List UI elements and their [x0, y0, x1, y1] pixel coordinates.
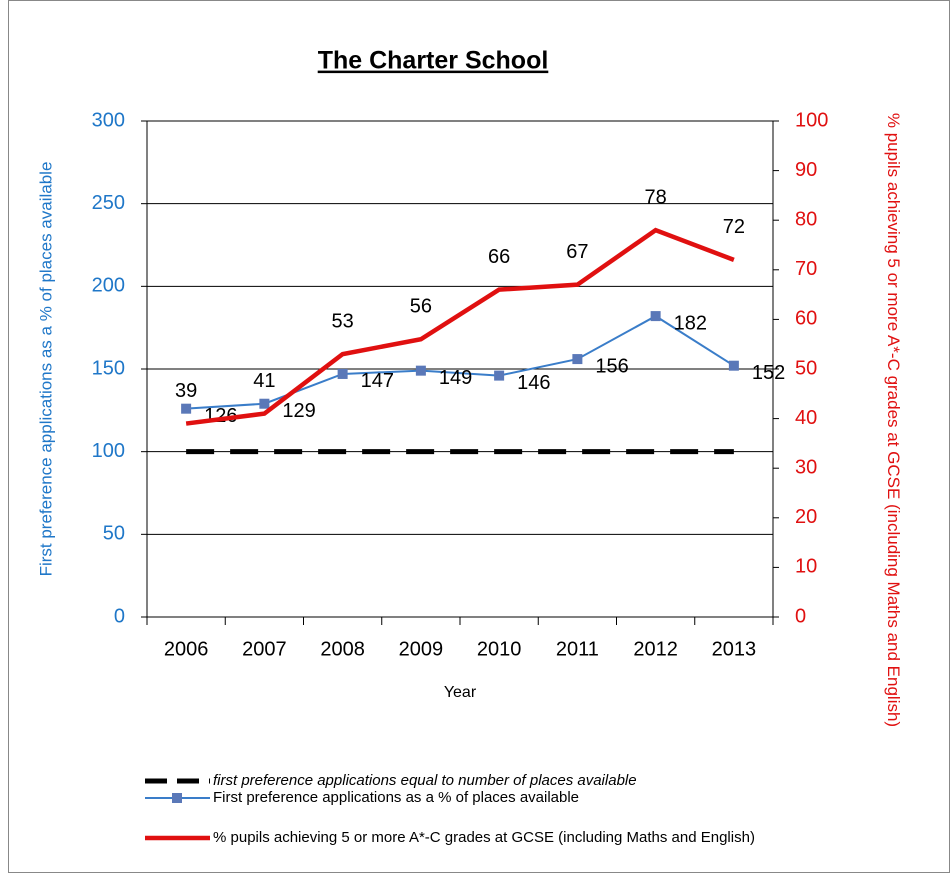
y2-tick-label: 90	[795, 159, 817, 181]
x-tick-label: 2010	[477, 638, 522, 660]
x-tick-label: 2007	[242, 638, 287, 660]
marker	[415, 365, 426, 376]
x-tick-label: 2008	[320, 638, 365, 660]
y-tick-label: 200	[92, 275, 125, 297]
data-label: 129	[282, 400, 315, 422]
y2-tick-label: 20	[795, 506, 817, 528]
marker	[494, 370, 505, 381]
x-tick-label: 2012	[633, 638, 678, 660]
y-tick-label: 300	[92, 109, 125, 131]
y-tick-label: 250	[92, 192, 125, 214]
y2-tick-label: 70	[795, 258, 817, 280]
y2-tick-label: 40	[795, 407, 817, 429]
data-label: 182	[674, 312, 707, 334]
y-tick-label: 150	[92, 357, 125, 379]
y2-tick-label: 80	[795, 208, 817, 230]
x-tick-label: 2006	[164, 638, 209, 660]
x-tick-label: 2013	[712, 638, 757, 660]
marker	[728, 360, 739, 371]
data-label: 149	[439, 367, 472, 389]
data-label: 146	[517, 372, 550, 394]
legend-label: first preference applications equal to n…	[213, 772, 637, 789]
y2-tick-label: 50	[795, 357, 817, 379]
data-label: 67	[566, 241, 588, 263]
data-label: 53	[332, 310, 354, 332]
data-label: 39	[175, 380, 197, 402]
marker	[650, 311, 661, 322]
legend-label: % pupils achieving 5 or more A*-C grades…	[213, 829, 755, 846]
marker	[259, 398, 270, 409]
y2-tick-label: 60	[795, 308, 817, 330]
data-label: 66	[488, 246, 510, 268]
y-tick-label: 50	[103, 523, 125, 545]
series-line	[185, 227, 735, 426]
data-label: 41	[253, 370, 275, 392]
y2-axis-label: % pupils achieving 5 or more A*-C grades…	[884, 112, 903, 728]
y2-tick-label: 10	[795, 556, 817, 578]
marker	[337, 368, 348, 379]
y2-tick-label: 100	[795, 109, 828, 131]
y-tick-label: 0	[114, 605, 125, 627]
data-label: 78	[645, 186, 667, 208]
data-label: 147	[361, 370, 394, 392]
data-label: 56	[410, 296, 432, 318]
marker	[181, 403, 192, 414]
x-tick-label: 2011	[556, 638, 599, 660]
legend-marker	[172, 793, 182, 803]
legend-label: First preference applications as a % of …	[213, 789, 580, 806]
data-label: 156	[595, 355, 628, 377]
chart-title: The Charter School	[318, 47, 549, 75]
frame	[8, 0, 950, 873]
marker	[572, 354, 583, 365]
y-tick-label: 100	[92, 440, 125, 462]
series-line	[186, 314, 735, 410]
y-axis-label: First preference applications as a % of …	[36, 162, 55, 577]
x-tick-label: 2009	[399, 638, 444, 660]
data-label: 72	[723, 216, 745, 238]
x-axis-label: Year	[444, 684, 477, 701]
y2-tick-label: 0	[795, 605, 806, 627]
data-label: 152	[752, 362, 785, 384]
y2-tick-label: 30	[795, 456, 817, 478]
